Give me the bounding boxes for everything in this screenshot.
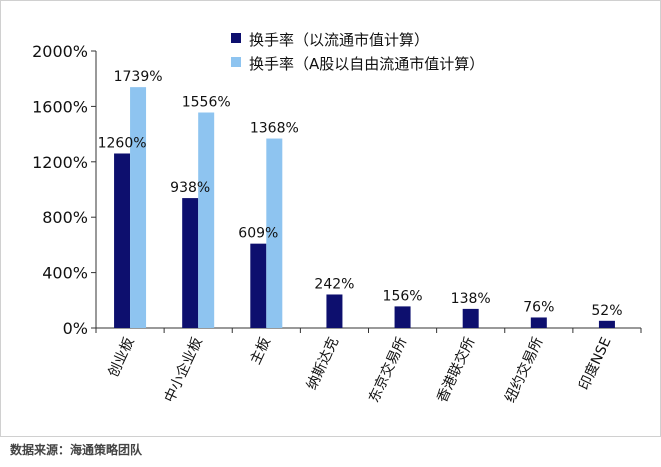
data-label-series1: 938% — [170, 180, 210, 196]
y-tick-label: 400% — [42, 264, 88, 283]
legend-label: 换手率（以流通市值计算） — [249, 31, 429, 49]
category-label: 香港联交所 — [433, 335, 478, 406]
bar-series2 — [198, 112, 215, 328]
data-label-series2: 1739% — [114, 69, 163, 85]
bar-series2 — [130, 87, 147, 328]
data-label-series1: 76% — [523, 299, 554, 315]
category-label: 东京交易所 — [365, 335, 410, 406]
chart-legend: 换手率（以流通市值计算） 换手率（A股以自由流通市值计算） — [231, 31, 484, 73]
data-label-series2: 1368% — [250, 121, 299, 137]
y-tick-label: 1600% — [32, 97, 88, 116]
bar-series2 — [266, 138, 283, 328]
category-label-group: 主板 — [248, 335, 274, 367]
data-label-series1: 242% — [314, 276, 354, 292]
bar-chart: 0% 400% 800% 1200% 1600% 2000% 1260% 1739% 创业板 9… — [32, 31, 642, 405]
y-tick-label: 2000% — [32, 42, 88, 61]
chart-axes: 0% 400% 800% 1200% 1600% 2000% — [32, 42, 642, 338]
legend-swatch — [231, 57, 241, 67]
bar-series1 — [114, 153, 131, 328]
y-tick-label: 1200% — [32, 153, 88, 172]
data-label-series1: 52% — [591, 303, 622, 319]
bar-series1 — [530, 317, 547, 328]
category-label: 纽约交易所 — [501, 335, 546, 406]
chart-frame: 0% 400% 800% 1200% 1600% 2000% 1260% 1739% 创业板 9… — [0, 0, 661, 437]
category-label: 主板 — [248, 335, 274, 367]
category-label-group: 东京交易所 — [365, 335, 410, 406]
chart-labels: 1260% 1739% 创业板 938% 1556% 中小企业板 609% 1368% 主板 24… — [98, 69, 623, 405]
category-label-group: 中小企业板 — [161, 335, 206, 406]
bar-series1 — [598, 320, 615, 328]
data-label-series1: 138% — [451, 291, 491, 307]
chart-bars — [114, 87, 615, 328]
category-label-group: 纽约交易所 — [501, 335, 546, 406]
category-label: 纳斯达克 — [304, 335, 342, 393]
category-label: 中小企业板 — [161, 335, 206, 406]
bar-series1 — [394, 306, 411, 328]
data-label-series2: 1556% — [182, 94, 231, 110]
category-label-group: 纳斯达克 — [304, 335, 342, 393]
legend-swatch — [231, 33, 241, 43]
category-label-group: 创业板 — [105, 335, 137, 380]
category-label-group: 香港联交所 — [433, 335, 478, 406]
bar-series1 — [182, 198, 199, 328]
data-label-series1: 1260% — [98, 135, 147, 151]
category-label: 创业板 — [105, 335, 137, 380]
category-label: 印度NSE — [576, 335, 614, 393]
bar-series1 — [250, 243, 267, 328]
source-note: 数据来源：海通策略团队 — [10, 443, 143, 457]
legend-label: 换手率（A股以自由流通市值计算） — [249, 55, 484, 73]
y-tick-label: 0% — [63, 319, 88, 338]
data-label-series1: 156% — [383, 288, 423, 304]
category-label-group: 印度NSE — [576, 335, 614, 393]
bar-series1 — [462, 308, 479, 328]
bar-series1 — [326, 294, 343, 328]
y-tick-label: 800% — [42, 208, 88, 227]
data-label-series1: 609% — [238, 226, 278, 242]
